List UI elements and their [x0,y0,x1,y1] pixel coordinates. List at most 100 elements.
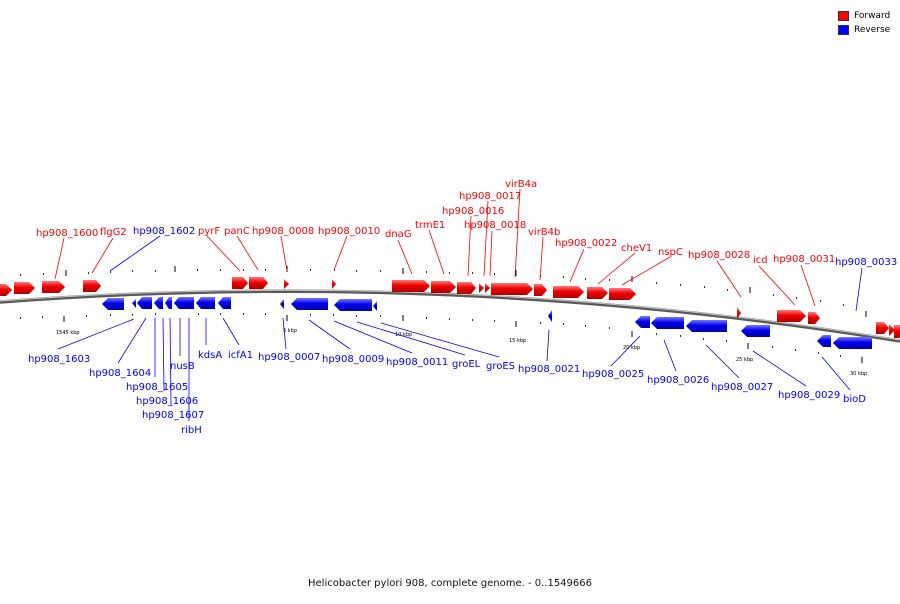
gene-forward[interactable] [42,281,65,293]
gene-forward[interactable] [609,288,636,300]
gene-label[interactable]: hp908_0009 [322,354,384,365]
gene-reverse[interactable] [132,299,136,308]
gene-reverse[interactable] [291,298,328,310]
gene-label[interactable]: hp908_0027 [711,382,773,393]
gene-label[interactable]: hp908_1600 [36,228,98,239]
gene-label[interactable]: hp908_1606 [136,396,198,407]
gene-label[interactable]: hp908_0031 [773,254,835,265]
gene-label[interactable]: groEL [452,359,481,370]
gene-label[interactable]: hp908_0026 [647,375,709,386]
gene-label[interactable]: hp908_1605 [126,382,188,393]
gene-reverse[interactable] [548,310,552,322]
gene-forward[interactable] [83,280,101,292]
gene-forward[interactable] [889,324,895,336]
gene-reverse[interactable] [174,297,194,309]
gene-label[interactable]: hp908_0017 [459,191,521,202]
gene-reverse[interactable] [373,301,377,311]
gene-forward[interactable] [808,312,820,324]
gene-forward[interactable] [14,282,35,294]
gene-forward[interactable] [392,280,430,292]
gene-label[interactable]: nusB [170,361,195,372]
reverse-gene-labels: hp908_1603 hp908_1604 hp908_1605 hp908_1… [28,350,866,436]
gene-label[interactable]: hp908_0016 [442,206,504,217]
gene-forward[interactable] [777,310,806,322]
gene-reverse[interactable] [334,299,372,311]
legend-swatch-reverse [838,25,849,35]
gene-reverse[interactable] [154,297,163,309]
gene-reverse[interactable] [196,297,215,309]
gene-reverse[interactable] [102,298,124,310]
gene-forward[interactable] [894,325,900,338]
gene-label[interactable]: virB4b [528,227,560,238]
gene-label[interactable]: hp908_0028 [688,250,750,261]
gene-label[interactable]: hp908_0029 [778,390,840,401]
gene-label[interactable]: groES [486,361,515,372]
gene-label[interactable]: icd [753,255,768,266]
gene-forward[interactable] [431,281,456,293]
gene-label[interactable]: nspC [658,247,683,258]
gene-reverse[interactable] [833,337,872,349]
gene-label[interactable]: cheV1 [621,243,652,254]
legend-label: Forward [854,11,891,21]
scale-label: 20 kbp [623,345,640,351]
gene-label[interactable]: flgG2 [100,227,127,238]
gene-reverse[interactable] [280,299,284,309]
gene-forward[interactable] [232,277,248,289]
genome-backbone-highlight [0,289,900,341]
gene-label[interactable]: bioD [843,394,866,405]
forward-gene-labels: hp908_1600 flgG2 hp908_1602 pyrF panC hp… [36,179,897,268]
scale-label: 25 kbp [736,357,753,363]
gene-reverse[interactable] [686,320,727,332]
gene-forward[interactable] [534,284,547,296]
scale-labels: 1545 kbp 5 kbp 10 kbp 15 kbp 20 kbp 25 k… [56,328,867,377]
gene-reverse[interactable] [635,316,650,328]
legend-swatch-forward [838,11,849,21]
gene-reverse[interactable] [218,297,231,309]
gene-label[interactable]: hp908_0010 [318,226,380,237]
gene-label[interactable]: hp908_0025 [582,369,644,380]
gene-label[interactable]: hp908_0011 [386,357,448,368]
gene-label[interactable]: ribH [181,425,202,436]
leader-line-reverse [109,235,161,272]
gene-label[interactable]: icfA1 [228,350,253,361]
minor-ticks [20,269,844,357]
gene-forward[interactable] [479,283,484,293]
gene-reverse[interactable] [137,297,152,309]
legend-item-reverse: Reverse [838,23,890,37]
gene-forward[interactable] [737,307,741,319]
gene-forward[interactable] [587,287,608,299]
scale-label: 15 kbp [509,338,526,344]
gene-reverse[interactable] [741,325,770,337]
gene-label[interactable]: hp908_1603 [28,354,90,365]
gene-reverse[interactable] [651,317,684,329]
gene-reverse[interactable] [165,297,172,309]
gene-label[interactable]: hp908_0022 [555,238,617,249]
gene-label[interactable]: hp908_1602 [133,226,195,237]
gene-label[interactable]: virB4a [505,179,537,190]
gene-label[interactable]: hp908_1607 [142,410,204,421]
gene-forward[interactable] [332,279,336,289]
gene-forward[interactable] [485,283,490,293]
gene-label[interactable]: hp908_0007 [258,352,320,363]
gene-label[interactable]: dnaG [385,229,412,240]
gene-label[interactable]: hp908_0033 [835,257,897,268]
gene-forward[interactable] [457,282,476,294]
gene-forward[interactable] [553,286,584,298]
gene-forward[interactable] [876,322,889,334]
gene-label[interactable]: hp908_0018 [464,220,526,231]
gene-forward[interactable] [491,283,533,295]
gene-label[interactable]: panC [224,226,250,237]
gene-forward[interactable] [284,279,289,289]
scale-label: 30 kbp [850,371,867,377]
gene-reverse[interactable] [817,335,831,347]
gene-forward[interactable] [0,284,12,296]
gene-forward[interactable] [249,277,268,289]
gene-label[interactable]: hp908_0021 [518,364,580,375]
scale-label: 1545 kbp [56,330,80,336]
gene-label[interactable]: trmE1 [415,220,445,231]
gene-label[interactable]: kdsA [198,350,222,361]
gene-label[interactable]: hp908_1604 [89,368,151,379]
gene-label[interactable]: hp908_0008 [252,226,314,237]
gene-label[interactable]: pyrF [198,226,220,237]
